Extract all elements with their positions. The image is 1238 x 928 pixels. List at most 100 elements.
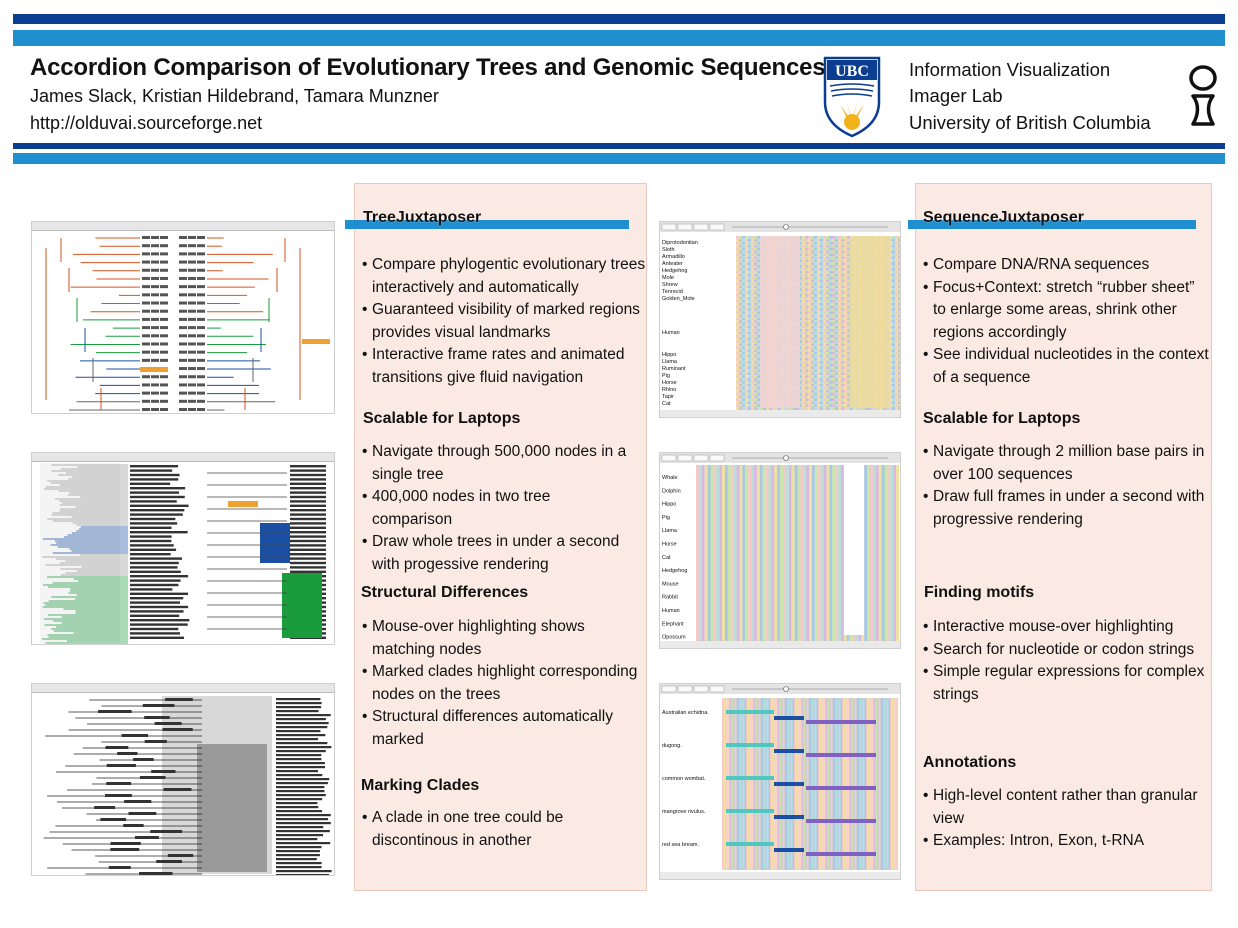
nucleotide-cell [847,294,850,297]
node-label-mark [144,740,167,743]
nucleotide-cell [898,375,900,379]
nucleotide-cell [748,317,751,321]
nucleotide-column [777,465,781,641]
nucleotide-cell [832,238,835,242]
nucleotide-cell [898,360,900,364]
nucleotide-cell [835,262,838,265]
nucleotide-column [888,698,890,870]
nucleotide-cell [742,250,745,254]
tree-comparison-graphic [45,236,330,411]
nucleotide-cell [898,381,900,384]
nucleotide-cell [832,360,835,364]
nucleotide-cell [826,265,829,268]
nucleotide-cell [889,343,892,347]
nucleotide-cell [811,276,814,280]
nucleotide-cell [844,267,847,271]
nucleotide-cell [742,346,745,350]
nucleotide-cell [757,383,760,387]
nucleotide-column [726,698,729,870]
bullet-list: A clade in one tree could be discontinou… [362,807,592,852]
nucleotide-cell [832,392,835,396]
nucleotide-cell [823,372,826,376]
nucleotide-column [893,698,895,870]
nucleotide-cell [895,375,898,379]
nucleotide-cell [745,343,748,347]
nucleotide-cell [805,354,808,358]
nucleotide-cell [817,270,820,274]
nucleotide-cell [898,256,900,260]
leaf-label-mark [197,260,205,264]
nucleotide-cell [751,372,754,376]
nucleotide-cell [847,372,850,376]
nucleotide-cell [739,357,742,361]
nucleotide-cell [754,250,757,254]
nucleotide-cell [838,331,841,335]
nucleotide-cell [745,259,748,263]
toolbar-help-button [709,223,725,231]
leaf-label-mark [130,619,190,622]
nucleotide-cell [802,378,805,381]
nucleotide-cell [832,401,835,405]
nucleotide-cell [736,317,739,321]
nucleotide-cell [841,352,844,355]
nucleotide-cell [745,299,748,303]
poster-url[interactable]: http://olduvai.sourceforge.net [30,113,263,133]
nucleotide-cell [898,270,900,274]
nucleotide-column [733,698,735,870]
nucleotide-cell [835,267,838,271]
nucleotide-cell [844,314,847,318]
nucleotide-cell [829,250,832,254]
nucleotide-cell [742,343,745,347]
nucleotide-cell [826,346,829,350]
nucleotide-cell [835,273,838,277]
nucleotide-cell [892,236,895,239]
nucleotide-cell [898,386,900,390]
nucleotide-cell [808,250,811,254]
nucleotide-cell [757,360,760,364]
nucleotide-cell [742,372,745,376]
nucleotide-column [883,698,886,870]
nucleotide-cell [808,352,811,355]
nucleotide-cell [745,270,748,274]
nucleotide-cell [838,392,841,396]
nucleotide-cell [751,346,754,350]
nucleotide-cell [817,369,820,373]
leaf-label-mark [188,408,196,411]
leaf-label-mark [130,495,185,499]
nucleotide-cell [748,276,751,280]
nucleotide-cell [898,279,900,283]
nucleotide-cell [889,247,892,251]
nucleotide-cell [811,296,814,300]
nucleotide-cell [898,267,900,271]
nucleotide-cell [838,302,841,306]
nucleotide-cell [814,308,817,312]
nucleotide-cell [841,276,844,280]
nucleotide-cell [829,340,832,344]
nucleotide-cell [814,267,817,271]
nucleotide-cell [847,407,850,410]
taxonomy-tree-graphic [43,696,332,875]
nucleotide-cell [817,236,820,239]
nucleotide-cell [889,349,892,352]
nucleotide-cell [799,398,802,402]
nucleotide-cell [847,320,850,323]
nucleotide-cell [826,337,829,341]
nucleotide-column [756,465,760,641]
nucleotide-cell [823,386,826,390]
nucleotide-cell [847,270,850,274]
nucleotide-cell [832,294,835,297]
nucleotide-cell [823,288,826,292]
nucleotide-cell [820,288,823,292]
nucleotide-cell [808,320,811,323]
nucleotide-cell [814,328,817,332]
nucleotide-cell [817,296,820,300]
bullet-item: High-level content rather than granular … [923,785,1208,830]
leaf-label-mark [160,326,168,330]
leaf-label-mark [188,317,196,321]
nucleotide-cell [814,296,817,300]
leaf-label-mark [151,358,159,362]
nucleotide-cell [751,244,754,248]
nucleotide-cell [823,389,826,393]
nucleotide-cell [745,273,748,277]
nucleotide-cell [742,381,745,384]
